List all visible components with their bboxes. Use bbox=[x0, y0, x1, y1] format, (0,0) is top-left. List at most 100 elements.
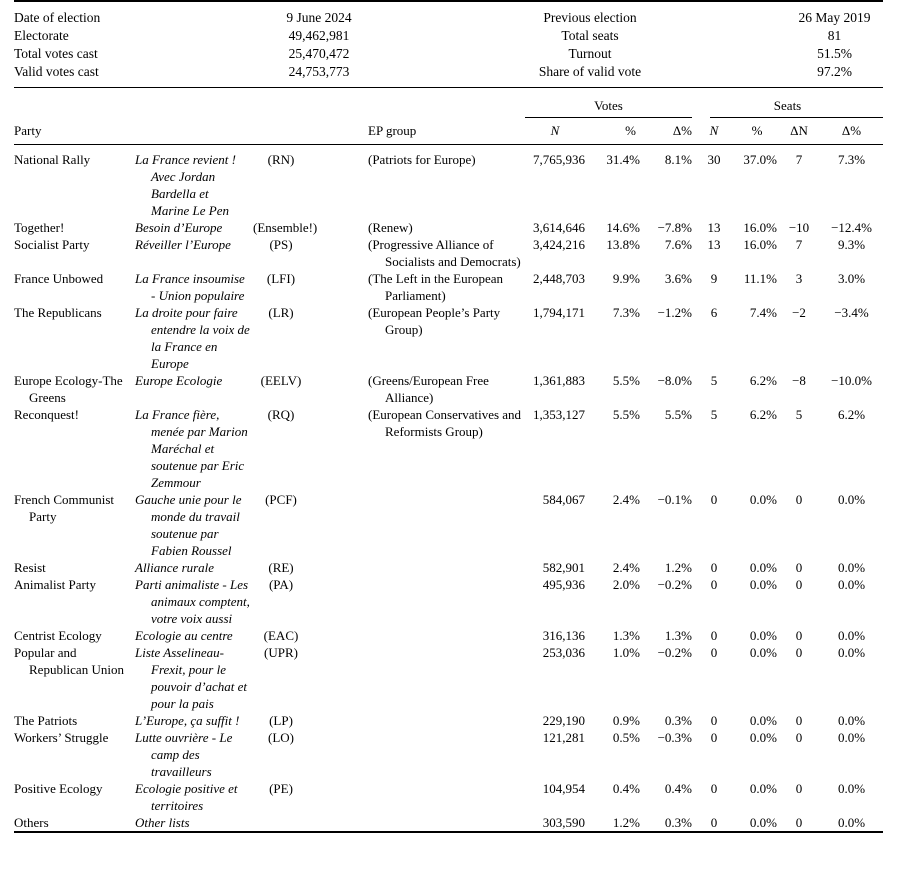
spanner-header-row: Votes Seats bbox=[14, 88, 884, 118]
party-name-cell: Together! bbox=[14, 220, 65, 235]
votes-n-cell: 3,614,646 bbox=[533, 220, 585, 235]
summary-row: Total votes cast 25,470,472 Turnout 51.5… bbox=[14, 45, 883, 63]
votes-n-cell: 316,136 bbox=[542, 628, 585, 643]
votes-n-cell: 582,901 bbox=[542, 560, 585, 575]
summary-left-value: 25,470,472 bbox=[288, 46, 350, 61]
seats-delta-n-cell: 7 bbox=[795, 152, 803, 167]
seats-pct-cell: 0.0% bbox=[749, 730, 778, 745]
ep-group-cell: (The Left in the European Parliament) bbox=[368, 271, 503, 303]
summary-row: Electorate 49,462,981 Total seats 81 bbox=[14, 27, 883, 45]
votes-spanner-label: Votes bbox=[594, 98, 623, 113]
party-name-cell: National Rally bbox=[14, 152, 91, 167]
seats-pct-cell: 0.0% bbox=[749, 577, 778, 592]
votes-n-cell: 584,067 bbox=[542, 492, 585, 507]
party-abbr-cell: (UPR) bbox=[264, 645, 298, 660]
votes-n-cell: 1,353,127 bbox=[533, 407, 585, 422]
votes-n-cell: 1,794,171 bbox=[533, 305, 585, 320]
table-row: France Unbowed La France insoumise - Uni… bbox=[14, 270, 883, 304]
votes-n-cell: 121,281 bbox=[542, 730, 585, 745]
votes-delta-pct-cell: 1.2% bbox=[664, 560, 693, 575]
seats-delta-pct-cell: 0.0% bbox=[837, 645, 866, 660]
seats-pct-cell: 0.0% bbox=[749, 713, 778, 728]
party-abbr-cell: (LO) bbox=[268, 730, 294, 745]
seats-delta-n-cell: −8 bbox=[792, 373, 806, 388]
votes-delta-pct-cell: −0.1% bbox=[657, 492, 693, 507]
seats-delta-n-cell: 3 bbox=[795, 271, 803, 286]
table-row: Others Other lists 303,590 1.2% 0.3% 0 0… bbox=[14, 814, 883, 832]
seats-n-cell: 5 bbox=[710, 373, 718, 388]
slogan-column-header bbox=[135, 118, 253, 145]
campaign-slogan-cell: Other lists bbox=[135, 815, 190, 830]
table-row: Europe Ecology-The Greens Europe Ecologi… bbox=[14, 372, 883, 406]
votes-delta-pct-cell: 8.1% bbox=[664, 152, 693, 167]
seats-delta-n-cell: 0 bbox=[795, 560, 803, 575]
seats-n-cell: 9 bbox=[710, 271, 718, 286]
party-abbr-cell: (LP) bbox=[269, 713, 293, 728]
seats-pct-cell: 0.0% bbox=[749, 492, 778, 507]
votes-pct-cell: 9.9% bbox=[612, 271, 640, 286]
ep-group-cell: (Progressive Alliance of Socialists and … bbox=[368, 237, 521, 269]
table-row: Popular and Republican Union Liste Assel… bbox=[14, 644, 883, 712]
votes-n-cell: 2,448,703 bbox=[533, 271, 585, 286]
seats-pct-column-header: % bbox=[736, 118, 779, 145]
seats-delta-n-cell: −2 bbox=[792, 305, 806, 320]
table-row: The Patriots L’Europe, ça suffit ! (LP) … bbox=[14, 712, 883, 729]
party-name-cell: Animalist Party bbox=[14, 577, 96, 592]
campaign-slogan-cell: Parti animaliste - Les animaux comptent,… bbox=[135, 577, 250, 626]
seats-n-cell: 0 bbox=[710, 628, 718, 643]
seats-delta-pct-cell: 0.0% bbox=[837, 577, 866, 592]
seats-spanner: Seats bbox=[692, 88, 884, 118]
votes-pct-cell: 13.8% bbox=[606, 237, 640, 252]
seats-delta-n-cell: −10 bbox=[788, 220, 810, 235]
seats-pct-cell: 11.1% bbox=[743, 271, 778, 286]
campaign-slogan-cell: Liste Asselineau-Frexit, pour le pouvoir… bbox=[135, 645, 248, 711]
campaign-slogan-cell: La France revient ! Avec Jordan Bardella… bbox=[135, 152, 236, 218]
seats-n-cell: 5 bbox=[710, 407, 718, 422]
seats-n-cell: 0 bbox=[710, 560, 718, 575]
votes-pct-cell: 0.4% bbox=[612, 781, 640, 796]
table-row: Socialist Party Réveiller l’Europe (PS) … bbox=[14, 236, 883, 270]
seats-pct-cell: 0.0% bbox=[749, 815, 778, 830]
seats-delta-pct-cell: 6.2% bbox=[837, 407, 866, 422]
summary-right-label: Total seats bbox=[561, 28, 619, 43]
votes-pct-cell: 7.3% bbox=[612, 305, 640, 320]
table-row: Resist Alliance rurale (RE) 582,901 2.4%… bbox=[14, 559, 883, 576]
seats-n-cell: 30 bbox=[707, 152, 721, 167]
seats-delta-n-column-header: ΔN bbox=[778, 118, 821, 145]
ep-group-cell: (Greens/European Free Alliance) bbox=[368, 373, 489, 405]
seats-delta-pct-cell: 0.0% bbox=[837, 781, 866, 796]
ep-group-cell bbox=[309, 559, 525, 576]
party-abbr-cell: (LFI) bbox=[266, 271, 296, 286]
summary-right-value: 97.2% bbox=[817, 64, 852, 79]
party-abbr-cell: (EAC) bbox=[263, 628, 299, 643]
campaign-slogan-cell: Ecologie au centre bbox=[135, 628, 233, 643]
seats-n-cell: 0 bbox=[710, 713, 718, 728]
ep-group-cell bbox=[309, 780, 525, 814]
votes-delta-pct-cell: 0.3% bbox=[664, 815, 693, 830]
seats-delta-n-cell: 5 bbox=[795, 407, 803, 422]
ep-group-column-header: EP group bbox=[309, 118, 525, 145]
seats-delta-n-cell: 0 bbox=[795, 730, 803, 745]
seats-delta-pct-cell: 0.0% bbox=[837, 713, 866, 728]
votes-pct-cell: 2.4% bbox=[612, 560, 640, 575]
seats-delta-n-cell: 0 bbox=[795, 781, 803, 796]
seats-delta-pct-cell: 0.0% bbox=[837, 560, 866, 575]
votes-spanner-rule bbox=[525, 117, 693, 118]
seats-n-column-header: N bbox=[692, 118, 737, 145]
table-row: Centrist Ecology Ecologie au centre (EAC… bbox=[14, 627, 883, 644]
campaign-slogan-cell: La France fière, menée par Marion Maréch… bbox=[135, 407, 248, 490]
ep-group-cell bbox=[309, 644, 525, 712]
table-row: Together! Besoin d’Europe (Ensemble!) (R… bbox=[14, 219, 883, 236]
summary-right-label: Turnout bbox=[568, 46, 612, 61]
party-name-cell: Europe Ecology-The Greens bbox=[14, 373, 123, 405]
seats-n-cell: 0 bbox=[710, 781, 718, 796]
summary-left-label: Valid votes cast bbox=[14, 64, 99, 79]
table-row: Animalist Party Parti animaliste - Les a… bbox=[14, 576, 883, 627]
campaign-slogan-cell: La droite pour faire entendre la voix de… bbox=[135, 305, 250, 371]
votes-delta-pct-cell: −8.0% bbox=[657, 373, 693, 388]
campaign-slogan-cell: Gauche unie pour le monde du travail sou… bbox=[135, 492, 242, 558]
votes-delta-pct-cell: −0.2% bbox=[657, 645, 693, 660]
ep-group-cell: (European People’s Party Group) bbox=[368, 305, 501, 337]
seats-pct-cell: 0.0% bbox=[749, 628, 778, 643]
